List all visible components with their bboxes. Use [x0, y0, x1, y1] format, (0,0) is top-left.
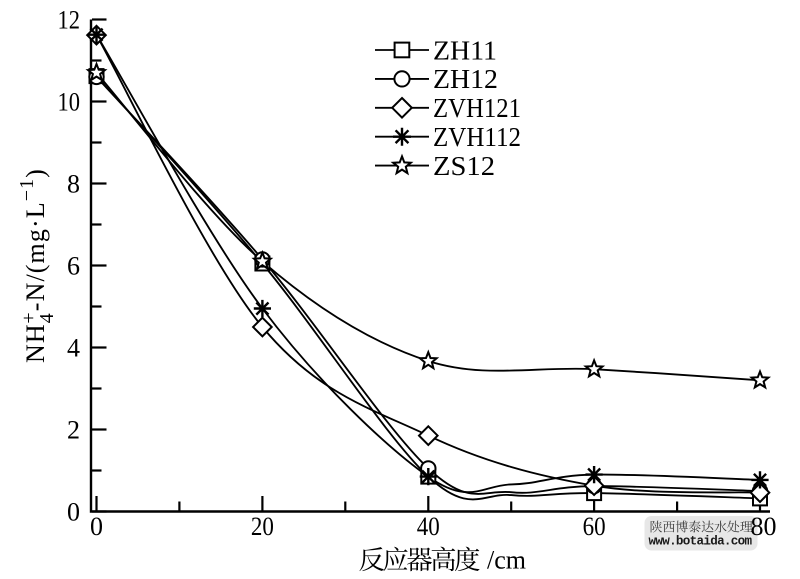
svg-text:ZH11: ZH11	[433, 35, 497, 65]
svg-text:4: 4	[67, 333, 80, 362]
svg-text:0: 0	[67, 497, 80, 526]
svg-text:ZVH112: ZVH112	[433, 122, 521, 152]
svg-text:ZH12: ZH12	[433, 64, 498, 94]
svg-text:www.botaida.com: www.botaida.com	[649, 535, 753, 549]
svg-text:8: 8	[67, 169, 80, 198]
svg-text:10: 10	[58, 87, 81, 116]
svg-text:0: 0	[90, 512, 103, 541]
svg-text:2: 2	[67, 415, 80, 444]
svg-text:12: 12	[58, 5, 81, 34]
svg-text:NH4+-N/(mg·L−1): NH4+-N/(mg·L−1)	[16, 168, 58, 363]
svg-text:6: 6	[67, 251, 80, 280]
svg-text:20: 20	[251, 512, 274, 541]
svg-text:40: 40	[417, 512, 440, 541]
svg-text:ZVH121: ZVH121	[433, 93, 521, 123]
svg-text:80: 80	[751, 512, 777, 541]
svg-text:ZS12: ZS12	[433, 151, 495, 181]
svg-text:60: 60	[583, 512, 606, 541]
svg-text:/cm: /cm	[487, 546, 526, 575]
